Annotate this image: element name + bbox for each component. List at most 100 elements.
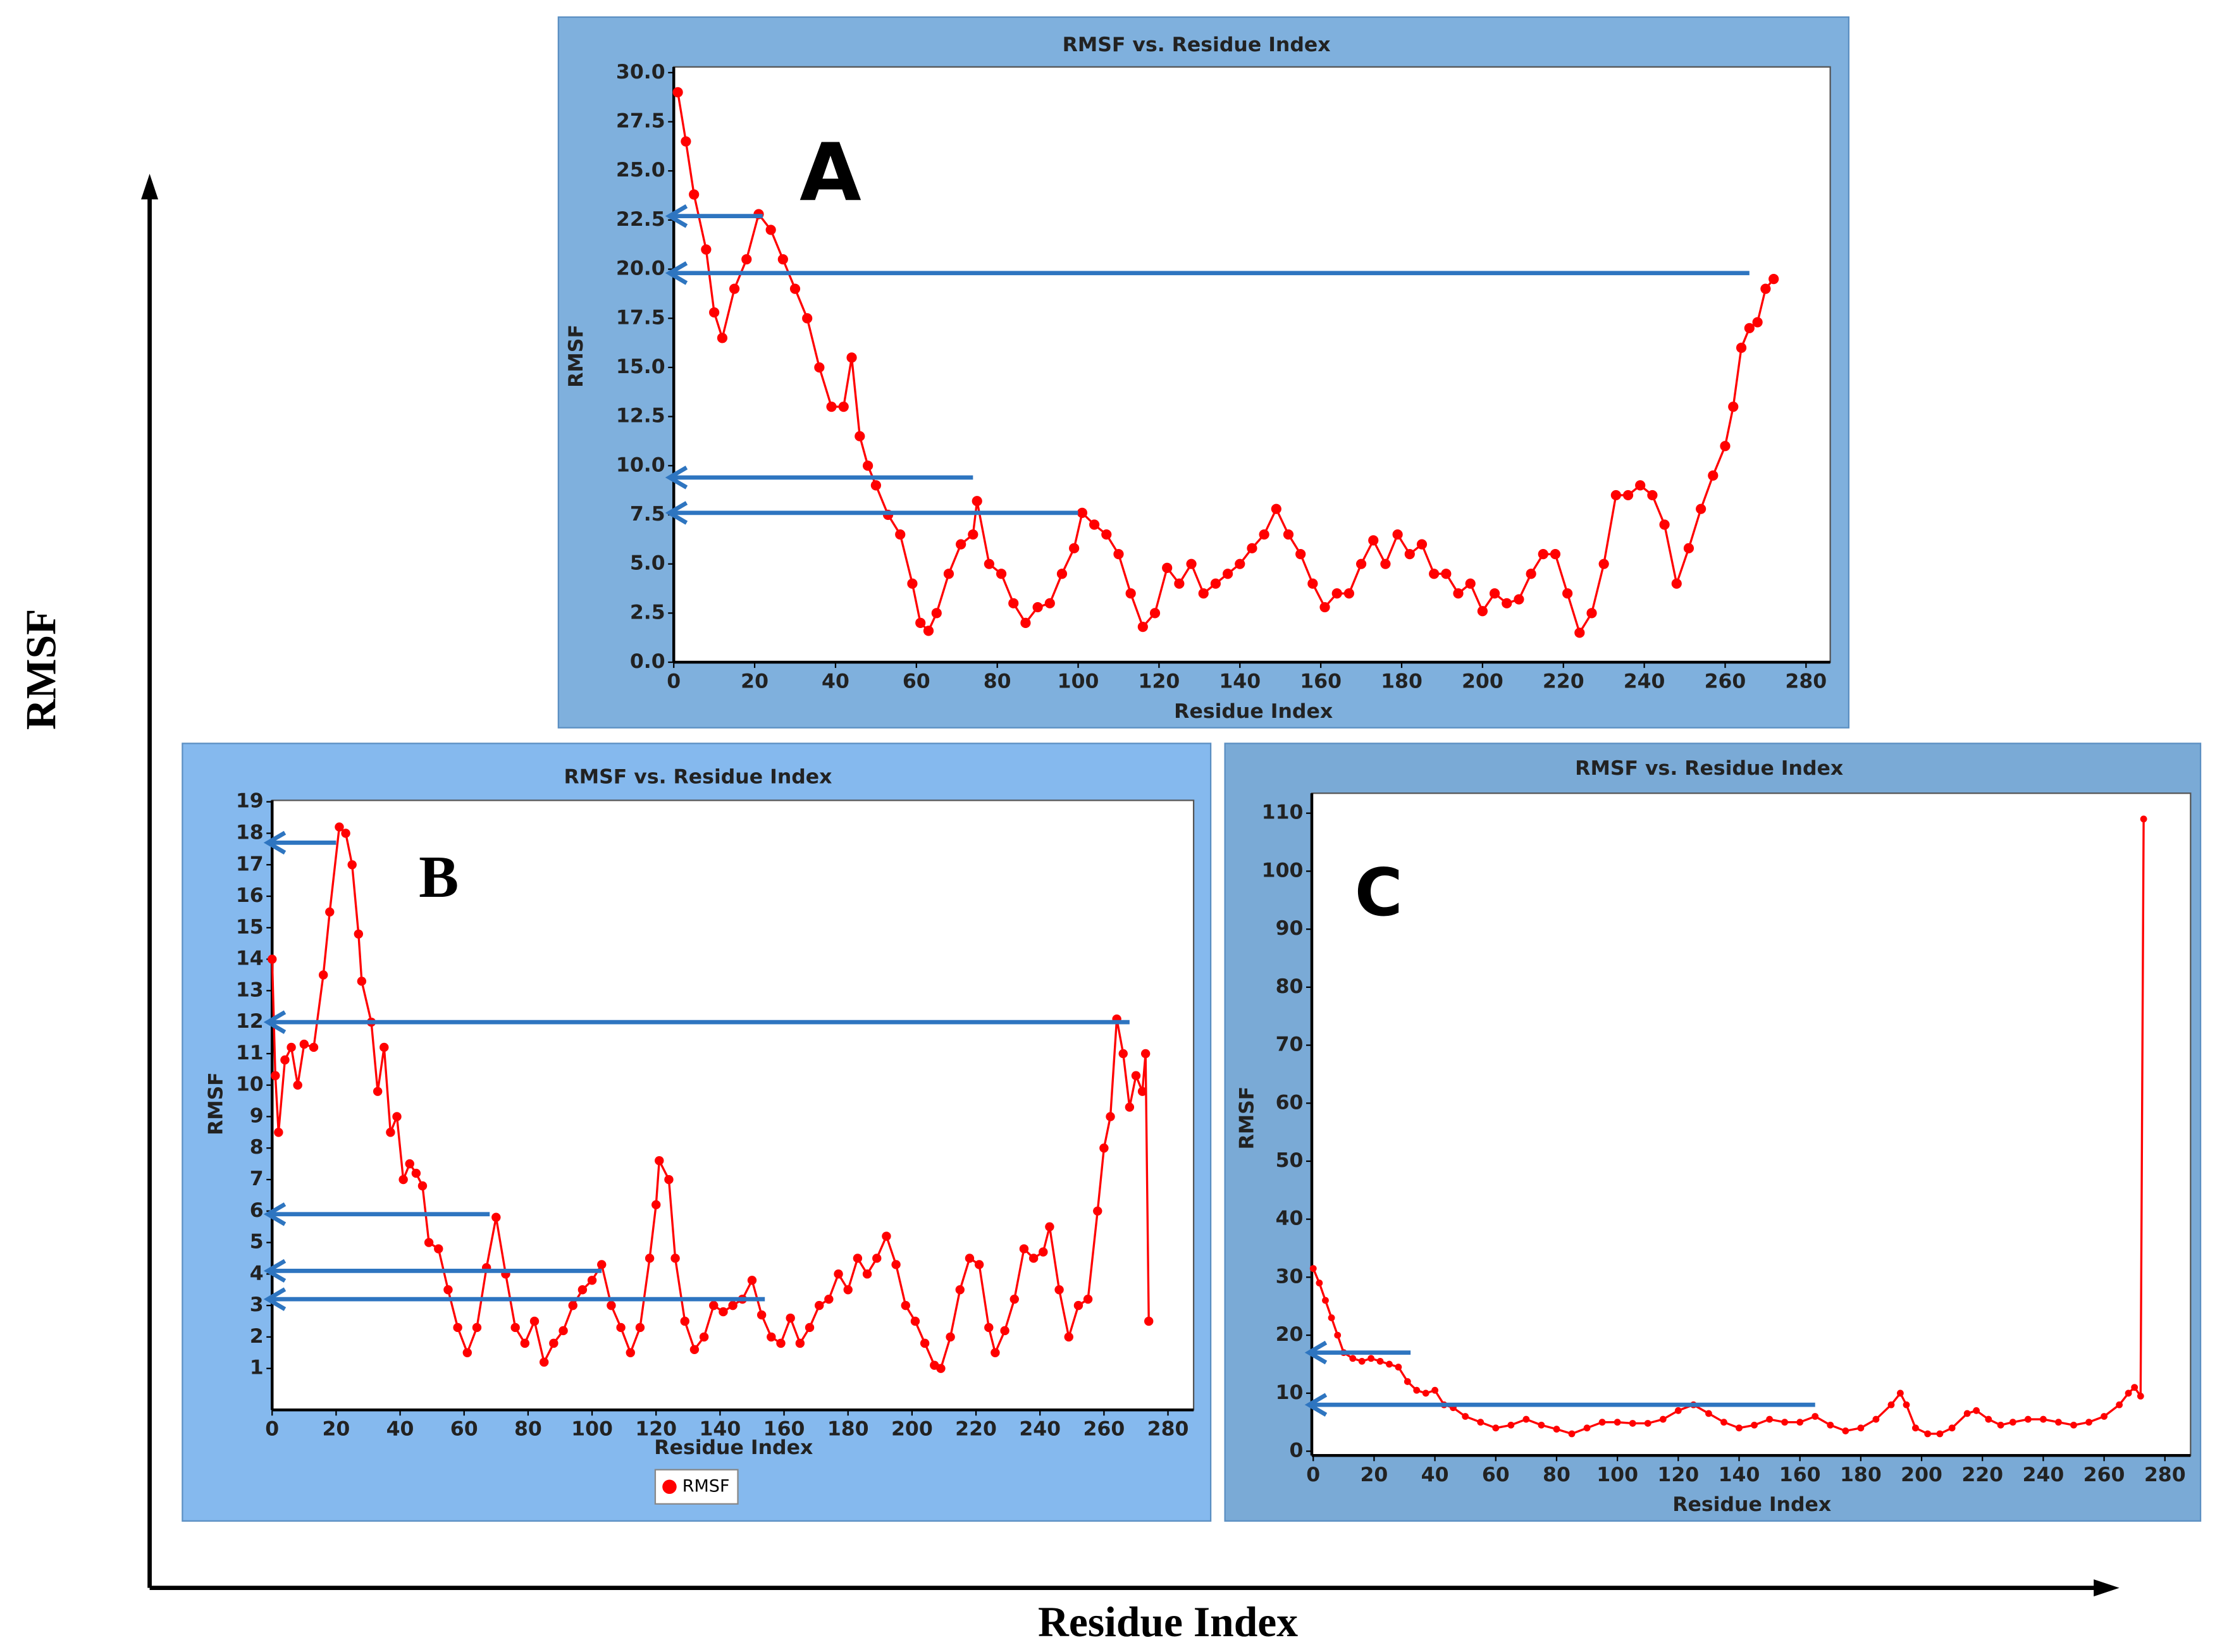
data-point	[1736, 1424, 1743, 1432]
y-tick-label: 27.5	[616, 110, 665, 133]
data-point	[1598, 1419, 1606, 1426]
data-point	[309, 1042, 319, 1052]
data-point	[805, 1322, 815, 1333]
data-point	[1386, 1360, 1393, 1368]
data-point	[1319, 601, 1330, 613]
data-point	[1271, 503, 1281, 514]
data-point	[1441, 569, 1452, 579]
data-point	[2131, 1384, 2139, 1391]
chart-title: RMSF vs. Residue Index	[1575, 757, 1843, 780]
data-point	[1416, 539, 1428, 550]
data-point	[765, 225, 776, 235]
data-point	[1174, 578, 1185, 589]
y-tick-label: 14	[236, 947, 264, 970]
y-tick-label: 13	[236, 978, 264, 1001]
data-point	[1760, 283, 1771, 294]
data-point	[907, 578, 918, 589]
data-point	[1842, 1427, 1849, 1434]
data-point	[1125, 1102, 1135, 1112]
data-point	[1674, 1407, 1682, 1414]
y-tick-label: 2	[250, 1325, 264, 1348]
data-point	[1728, 401, 1739, 412]
y-axis-label: RMSF	[1236, 1087, 1259, 1150]
legend-label: RMSF	[682, 1476, 730, 1496]
data-point	[870, 480, 881, 491]
data-point	[1083, 1294, 1093, 1304]
data-point	[717, 333, 728, 343]
data-point	[1720, 441, 1731, 452]
data-point	[510, 1322, 520, 1333]
data-point	[1149, 608, 1161, 619]
x-tick-label: 80	[1543, 1464, 1571, 1486]
data-point	[1887, 1401, 1895, 1409]
arrowhead	[263, 830, 287, 855]
data-point	[747, 1276, 757, 1285]
y-tick-label: 30.0	[616, 61, 665, 83]
data-point	[1020, 617, 1031, 629]
data-point	[968, 529, 978, 540]
data-point	[741, 254, 752, 265]
x-tick-label: 60	[1482, 1464, 1510, 1486]
y-tick-label: 7	[250, 1168, 264, 1190]
data-point	[664, 1174, 674, 1185]
data-point	[1162, 562, 1173, 574]
data-point	[405, 1159, 414, 1169]
data-point	[1857, 1424, 1865, 1432]
data-point	[1492, 1424, 1500, 1432]
outer-y-label: RMSF	[18, 609, 65, 730]
data-point	[1912, 1424, 1919, 1432]
data-point	[946, 1332, 955, 1342]
y-tick-label: 16	[236, 884, 264, 907]
data-point	[1404, 1378, 1411, 1385]
x-tick-label: 120	[635, 1418, 677, 1441]
data-point	[1045, 1222, 1054, 1231]
data-point	[1316, 1279, 1323, 1286]
data-point	[789, 283, 801, 294]
y-tick-label: 60	[1276, 1091, 1304, 1114]
arrowhead	[263, 1287, 287, 1311]
data-point	[1752, 317, 1763, 328]
x-axis-label: Residue Index	[654, 1436, 813, 1459]
data-point	[299, 1039, 309, 1049]
data-point	[1744, 323, 1755, 333]
data-point	[1039, 1247, 1048, 1257]
data-point	[1019, 1244, 1029, 1254]
data-point	[936, 1364, 946, 1373]
x-tick-label: 100	[571, 1418, 613, 1441]
data-point	[1054, 1285, 1064, 1295]
data-point	[815, 1300, 824, 1310]
data-point	[1077, 507, 1088, 518]
x-tick-label: 280	[2144, 1464, 2186, 1486]
data-point	[1044, 598, 1055, 608]
y-tick-label: 19	[236, 790, 264, 813]
x-tick-label: 100	[1058, 670, 1099, 693]
data-point	[341, 829, 350, 838]
data-point	[931, 608, 942, 619]
y-tick-label: 18	[236, 821, 264, 844]
data-point	[1538, 1421, 1545, 1429]
data-point	[392, 1112, 402, 1121]
x-tick-label: 180	[1840, 1464, 1882, 1486]
data-point	[1514, 594, 1524, 605]
data-point	[1522, 1415, 1530, 1423]
x-tick-label: 200	[1462, 670, 1503, 693]
data-point	[434, 1244, 443, 1254]
y-tick-label: 6	[250, 1199, 264, 1222]
arrowhead	[665, 501, 688, 525]
data-point	[1766, 1415, 1774, 1423]
data-point	[709, 307, 720, 318]
data-point	[1574, 627, 1585, 638]
y-tick-label: 1	[250, 1357, 264, 1379]
data-point	[1395, 1364, 1402, 1371]
x-tick-label: 180	[1381, 670, 1423, 693]
data-point	[2101, 1413, 2108, 1420]
data-point	[862, 1269, 872, 1279]
data-line	[676, 92, 1775, 636]
data-point	[1069, 543, 1080, 553]
data-point	[1827, 1421, 1834, 1429]
data-point	[635, 1322, 645, 1333]
data-point	[1622, 490, 1634, 501]
data-point	[974, 1260, 984, 1269]
data-point	[1502, 598, 1512, 608]
data-point	[1768, 274, 1779, 285]
